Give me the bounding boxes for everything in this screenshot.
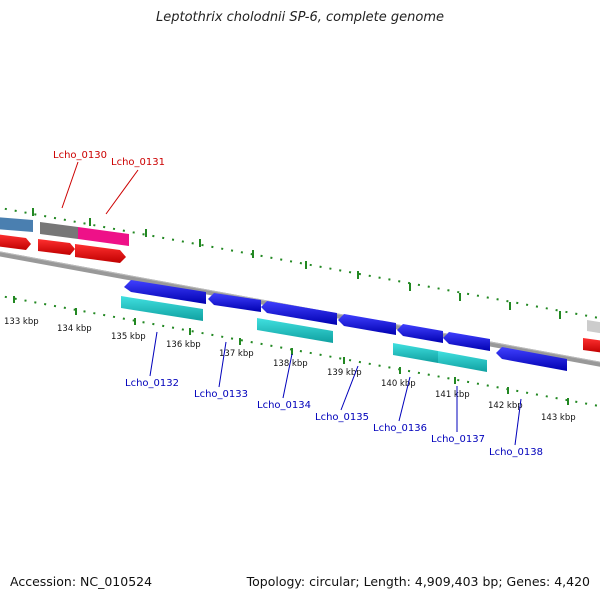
gene-label-lcho-0133: Lcho_0133 [194,389,248,400]
steel-blue-feature [0,217,33,232]
reverse-cds [124,280,206,304]
inner-major-ticks [13,296,569,405]
gene-label-lcho-0130: Lcho_0130 [53,150,107,161]
reverse-cds [496,347,567,371]
gene-label-lcho-0135: Lcho_0135 [315,412,369,423]
map-title: Leptothrix cholodnii SP-6, complete geno… [156,10,444,25]
accession-label: Accession: NC_010524 [10,574,153,589]
kbp-label: 142 kbp [488,401,523,411]
gene-label-lcho-0134: Lcho_0134 [257,400,311,411]
cyan-feature [257,318,333,343]
reverse-cds [261,301,337,325]
grey-feature [587,320,600,334]
gene-label-lcho-0136: Lcho_0136 [373,423,427,434]
lcho-0130-cds [38,239,75,255]
kbp-label: 135 kbp [111,332,146,342]
outer-major-ticks [32,208,561,319]
genome-summary: Topology: circular; Length: 4,909,403 bp… [246,574,590,589]
grey-feature [40,222,78,239]
forward-cds [583,338,600,353]
kbp-label: 133 kbp [4,317,39,327]
gene-labels-forward: Lcho_0130 Lcho_0131 [53,150,165,168]
forward-features-left [38,222,129,263]
gene-label-lcho-0131: Lcho_0131 [111,157,165,168]
gene-label-lcho-0137: Lcho_0137 [431,434,485,445]
reverse-cds-track [124,280,567,371]
cyan-feature [121,296,203,321]
reverse-cds [338,314,396,335]
pink-feature [78,227,129,246]
kbp-label: 141 kbp [435,390,470,400]
left-edge-features [0,217,33,250]
reverse-cds [397,324,443,343]
rna-feature-track [121,296,487,372]
label-leader-lines [61,161,522,446]
gene-labels-reverse: Lcho_0132 Lcho_0133 Lcho_0134 Lcho_0135 … [125,378,543,458]
gene-label-lcho-0132: Lcho_0132 [125,378,179,389]
lcho-0131-cds [75,244,126,263]
cyan-feature [393,343,438,363]
gene-label-lcho-0138: Lcho_0138 [489,447,543,458]
kbp-label: 140 kbp [381,379,416,389]
outer-tick-scale [0,206,600,320]
cyan-feature [438,351,487,372]
forward-cds [0,234,31,250]
reverse-cds [208,293,261,312]
reverse-cds [443,332,490,351]
kbp-label: 134 kbp [57,324,92,334]
kbp-label: 139 kbp [327,368,362,378]
kbp-label: 136 kbp [166,340,201,350]
kbp-label: 137 kbp [219,349,254,359]
kbp-label: 143 kbp [541,413,576,423]
right-edge-features [583,320,600,353]
